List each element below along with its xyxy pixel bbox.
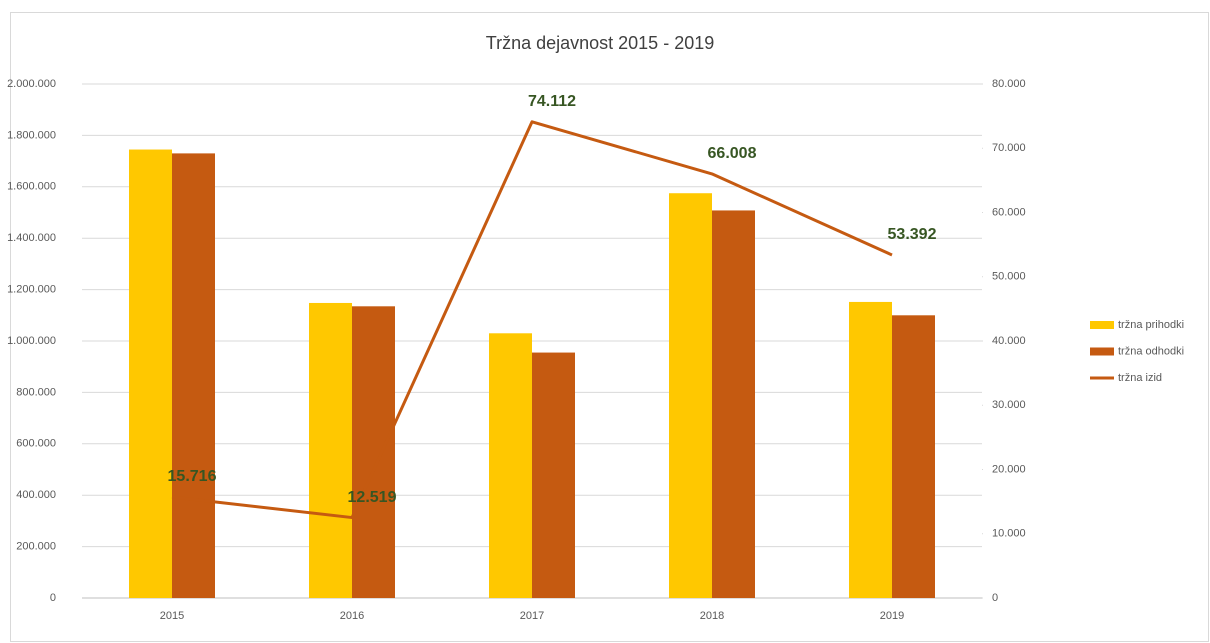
y-tick-label: 1.400.000 (7, 232, 56, 244)
y-tick-label: 1.000.000 (7, 335, 56, 347)
y-tick-label: 1.200.000 (7, 284, 56, 296)
bar (172, 153, 215, 598)
legend-label: tržna odhodki (1118, 345, 1184, 357)
y-tick-label: 600.000 (16, 438, 56, 450)
bar (129, 149, 172, 598)
x-tick-label: 2019 (880, 610, 904, 622)
legend-swatch (1090, 321, 1114, 329)
data-label: 66.008 (708, 145, 757, 162)
y2-tick-label: 10.000 (992, 528, 1026, 540)
bar (669, 193, 712, 598)
bar (352, 306, 395, 598)
bar (309, 302, 352, 598)
x-tick-label: 2017 (520, 610, 544, 622)
x-tick-label: 2018 (700, 610, 724, 622)
data-label: 15.716 (168, 468, 217, 485)
x-tick-label: 2016 (340, 610, 364, 622)
legend-swatch (1090, 347, 1114, 356)
x-tick-label: 2015 (160, 610, 184, 622)
y2-tick-label: 0 (992, 592, 998, 604)
bar (532, 352, 575, 598)
y-tick-label: 200.000 (16, 541, 56, 553)
y2-tick-label: 50.000 (992, 271, 1026, 283)
y2-tick-label: 20.000 (992, 463, 1026, 475)
y-tick-label: 1.600.000 (7, 181, 56, 193)
bar (849, 301, 892, 598)
y-tick-label: 800.000 (16, 386, 56, 398)
y2-tick-label: 80.000 (992, 78, 1026, 90)
data-label: 53.392 (888, 226, 937, 243)
y-tick-label: 400.000 (16, 489, 56, 501)
y2-tick-label: 40.000 (992, 335, 1026, 347)
legend-label: tržna prihodki (1118, 319, 1184, 331)
y2-tick-label: 70.000 (992, 142, 1026, 154)
data-label: 12.519 (348, 489, 397, 506)
y2-tick-label: 30.000 (992, 399, 1026, 411)
data-label: 74.112 (528, 93, 576, 110)
legend-label: tržna izid (1118, 372, 1162, 384)
y2-tick-label: 60.000 (992, 206, 1026, 218)
line-series (171, 120, 893, 520)
y-tick-label: 2.000.000 (7, 78, 56, 90)
chart-title: Tržna dejavnost 2015 - 2019 (486, 33, 714, 53)
y-tick-label: 0 (50, 592, 56, 604)
bar (489, 333, 532, 598)
bar (712, 210, 755, 598)
bar (892, 315, 935, 598)
y-tick-label: 1.800.000 (7, 129, 56, 141)
